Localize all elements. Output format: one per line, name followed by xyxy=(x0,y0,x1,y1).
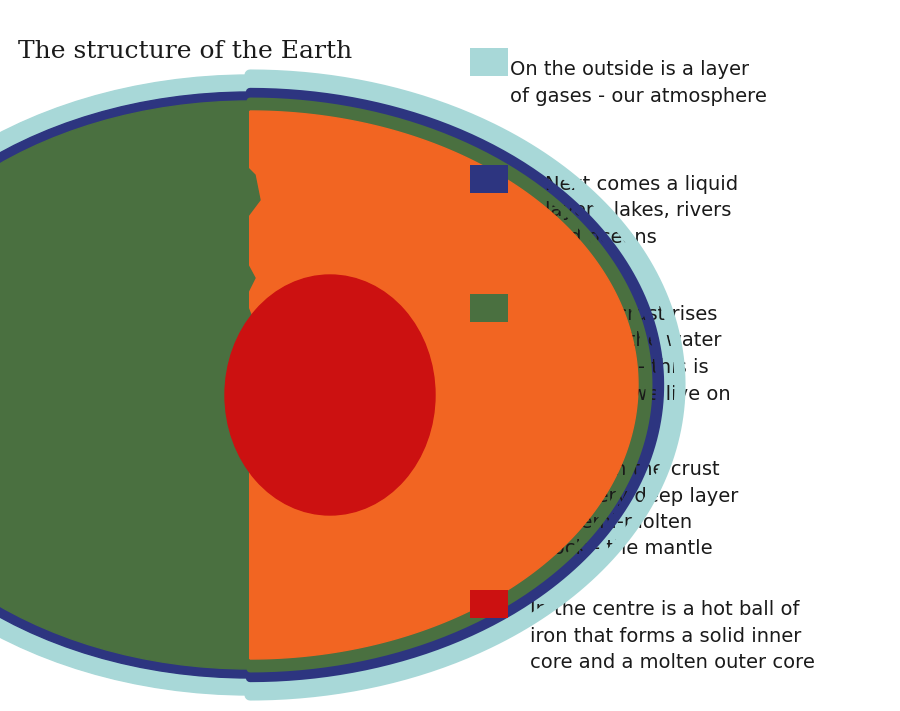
Ellipse shape xyxy=(0,101,649,669)
Ellipse shape xyxy=(0,75,680,695)
Polygon shape xyxy=(175,295,255,445)
Text: A solid crust rises
through the water
in places - this is
the land we live on: A solid crust rises through the water in… xyxy=(545,305,731,404)
Polygon shape xyxy=(235,265,255,292)
FancyBboxPatch shape xyxy=(470,48,508,76)
Text: On the outside is a layer
of gases - our atmosphere: On the outside is a layer of gases - our… xyxy=(510,60,767,105)
Ellipse shape xyxy=(225,275,435,515)
FancyBboxPatch shape xyxy=(470,590,508,618)
Text: In the centre is a hot ball of
iron that forms a solid inner
core and a molten o: In the centre is a hot ball of iron that… xyxy=(530,600,814,672)
Text: Next comes a liquid
layer - lakes, rivers
and oceans: Next comes a liquid layer - lakes, river… xyxy=(545,175,738,247)
Text: Beneath the crust
is a very deep layer
of semi-molten
rock - the mantle: Beneath the crust is a very deep layer o… xyxy=(545,460,738,559)
FancyBboxPatch shape xyxy=(470,165,508,193)
Polygon shape xyxy=(250,111,638,659)
Ellipse shape xyxy=(0,92,660,678)
Polygon shape xyxy=(215,465,230,482)
FancyBboxPatch shape xyxy=(470,294,508,322)
Polygon shape xyxy=(185,125,225,165)
Polygon shape xyxy=(110,145,260,260)
FancyBboxPatch shape xyxy=(470,450,508,478)
Text: The structure of the Earth: The structure of the Earth xyxy=(18,40,352,63)
